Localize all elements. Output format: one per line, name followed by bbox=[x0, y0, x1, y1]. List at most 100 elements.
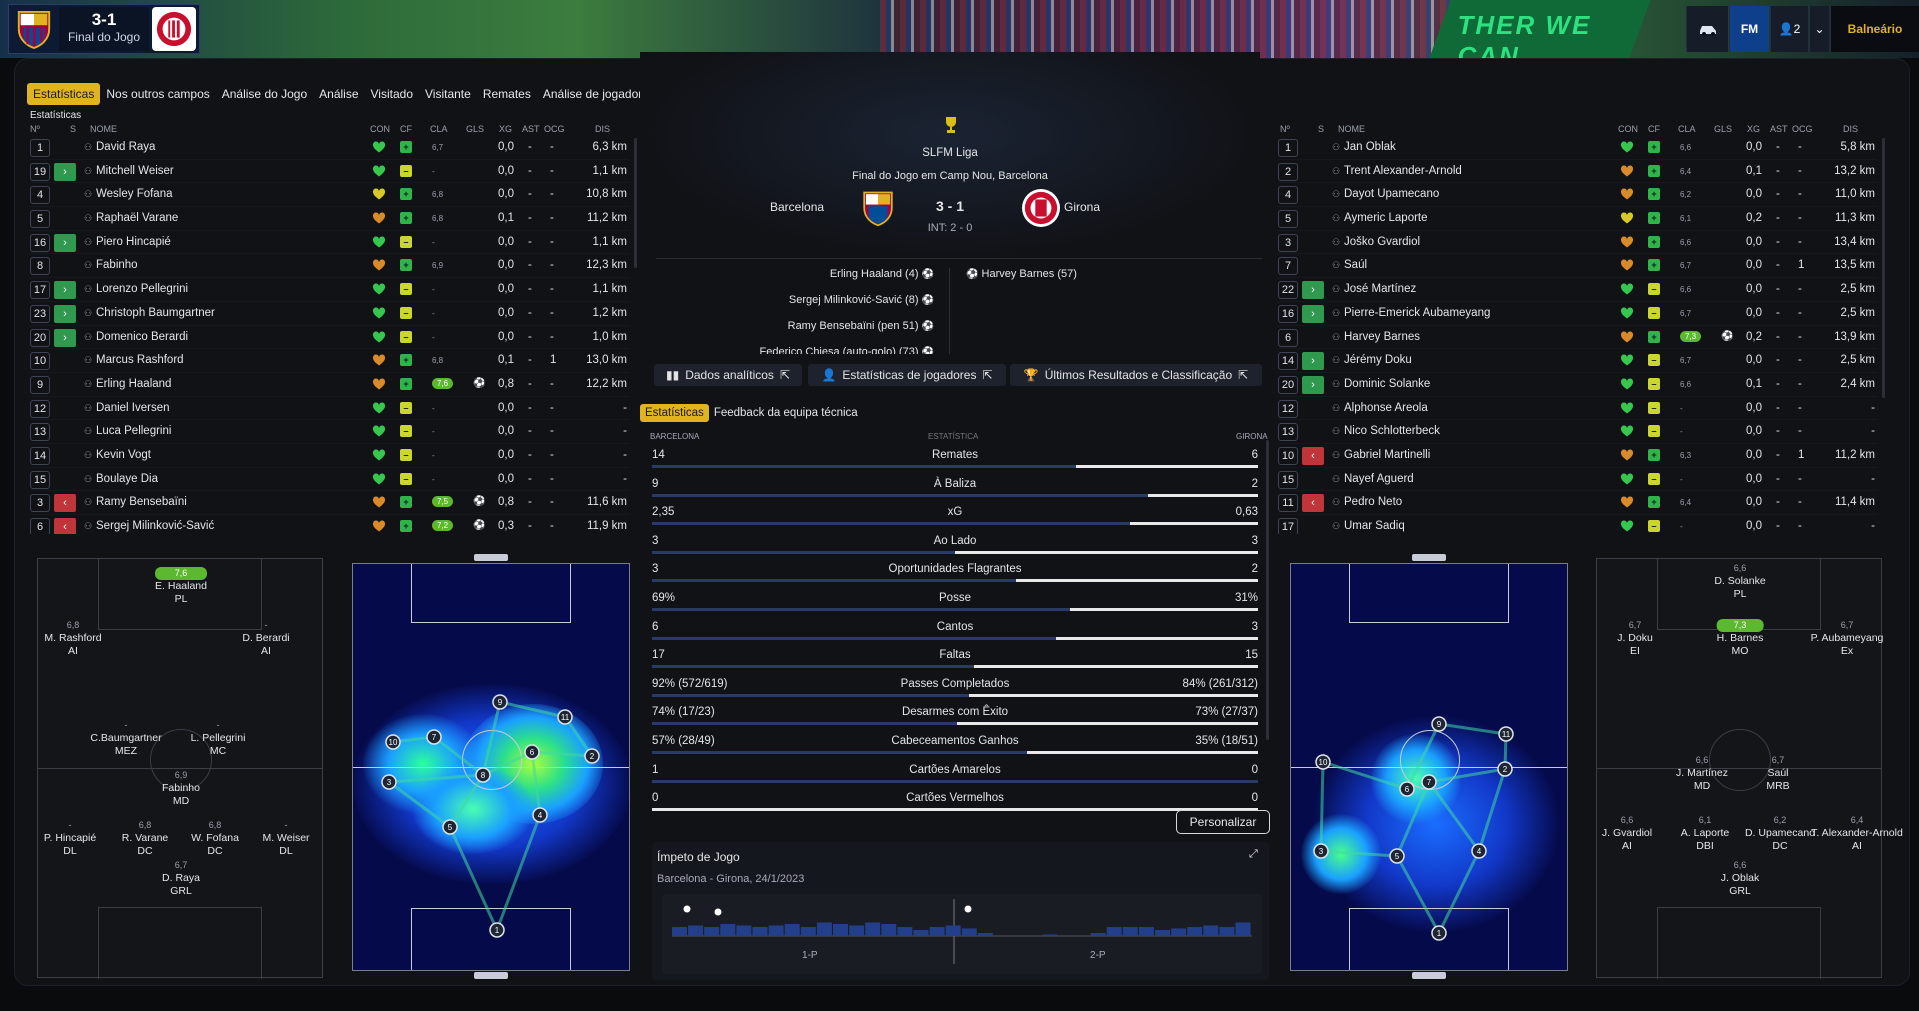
home-list-scrollbar[interactable] bbox=[634, 138, 637, 268]
formation-player[interactable]: - M. Weiser DL bbox=[262, 819, 309, 858]
pass-node[interactable]: 7 bbox=[1421, 774, 1437, 790]
table-row[interactable]: 12 ⚇ Alphonse Areola – - 0,0 - - - bbox=[1278, 397, 1878, 421]
pass-node[interactable]: 2 bbox=[584, 748, 600, 764]
table-row[interactable]: 14 › ⚇ Jérémy Doku – 6,7 0,0 - - 2,5 km bbox=[1278, 349, 1878, 373]
pass-node[interactable]: 11 bbox=[1498, 726, 1514, 742]
formation-player[interactable]: 6,7 P. Aubameyang Ex bbox=[1811, 619, 1884, 658]
table-row[interactable]: 11 ‹ ⚇ Pedro Neto +6,4 0,0 - - 11,4 km bbox=[1278, 491, 1878, 515]
table-row[interactable]: 20 › ⚇ Dominic Solanke – 6,6 0,1 - - 2,4 km bbox=[1278, 373, 1878, 397]
formation-player[interactable]: - P. Hincapié DL bbox=[44, 819, 96, 858]
away-list-scrollbar[interactable] bbox=[1882, 138, 1885, 398]
formation-player[interactable]: 6,4 T. Alexander-Arnold AI bbox=[1811, 814, 1903, 853]
table-row[interactable]: 23 › ⚇ Christoph Baumgartner – - 0,0 - - 1,2 km bbox=[30, 302, 630, 326]
table-row[interactable]: 13 ⚇ Nico Schlotterbeck – - 0,0 - - - bbox=[1278, 420, 1878, 444]
formation-player[interactable]: 6,8 W. Fofana DC bbox=[191, 819, 239, 858]
tab-home[interactable]: Visitado bbox=[370, 87, 413, 101]
pass-node[interactable]: 3 bbox=[1313, 843, 1329, 859]
pass-node[interactable]: 9 bbox=[492, 694, 508, 710]
table-row[interactable]: 4 ⚇ Dayot Upamecano +6,2 0,0 - - 11,0 km bbox=[1278, 183, 1878, 208]
analytics-button[interactable]: ▮▮ Dados analíticos ⇱ bbox=[654, 364, 802, 386]
pass-node[interactable]: 10 bbox=[385, 734, 401, 750]
users-button[interactable]: 👤 2 bbox=[1770, 6, 1808, 52]
formation-player[interactable]: 6,7 J. Doku EI bbox=[1617, 619, 1653, 658]
formation-player[interactable]: 6,6 D. Solanke PL bbox=[1714, 562, 1765, 601]
tab-analysis[interactable]: Análise bbox=[319, 87, 359, 101]
formation-player[interactable]: - D. Berardi AI bbox=[242, 619, 289, 658]
pass-node[interactable]: 11 bbox=[557, 709, 573, 725]
pass-node[interactable]: 10 bbox=[1315, 754, 1331, 770]
pass-node[interactable]: 4 bbox=[532, 807, 548, 823]
player-stats-button[interactable]: 👤 Estatísticas de jogadores ⇱ bbox=[808, 364, 1006, 386]
table-row[interactable]: 3 ⚇ Joško Gvardiol +6,6 0,0 - - 13,4 km bbox=[1278, 231, 1878, 255]
expand-icon[interactable]: ⤢ bbox=[1249, 848, 1258, 860]
formation-player[interactable]: 6,6 J. Gvardiol AI bbox=[1602, 814, 1652, 853]
formation-player[interactable]: 6,8 M. Rashford AI bbox=[44, 619, 101, 658]
pass-node[interactable]: 4 bbox=[1471, 843, 1487, 859]
table-row[interactable]: 19 › ⚇ Mitchell Weiser – - 0,0 - - 1,1 km bbox=[30, 160, 630, 184]
formation-player[interactable]: 6,8 R. Varane DC bbox=[122, 819, 169, 858]
pass-node[interactable]: 9 bbox=[1431, 716, 1447, 732]
pass-node[interactable]: 3 bbox=[381, 774, 397, 790]
pass-node[interactable]: 1 bbox=[1431, 925, 1447, 941]
tab-other-fields[interactable]: Nos outros campos bbox=[106, 87, 210, 101]
home-team-name[interactable]: Barcelona bbox=[770, 200, 825, 214]
tab-player-analysis[interactable]: Análise de jogadores bbox=[542, 87, 655, 101]
formation-player[interactable]: - C.Baumgartner MEZ bbox=[90, 719, 161, 758]
results-button[interactable]: 🏆 Últimos Resultados e Classificação ⇱ bbox=[1010, 364, 1262, 386]
table-row[interactable]: 10 ⚇ Marcus Rashford +6,8 0,1 - 1 13,0 km bbox=[30, 349, 630, 373]
table-row[interactable]: 22 › ⚇ José Martínez – 6,6 0,0 - - 2,5 km bbox=[1278, 278, 1878, 302]
table-row[interactable]: 10 ‹ ⚇ Gabriel Martinelli +6,3 0,0 - 1 11,2 km bbox=[1278, 444, 1878, 468]
table-row[interactable]: 12 ⚇ Daniel Iversen – - 0,0 - - - bbox=[30, 397, 630, 421]
fm-button[interactable]: FM bbox=[1729, 6, 1769, 52]
tab-shots[interactable]: Remates bbox=[482, 87, 531, 101]
formation-player[interactable]: 6,2 D. Upamecano DC bbox=[1745, 814, 1815, 853]
table-row[interactable]: 1 ⚇ David Raya +6,7 0,0 - - 6,3 km bbox=[30, 136, 630, 160]
pass-node[interactable]: 8 bbox=[475, 767, 491, 783]
table-row[interactable]: 2 ⚇ Trent Alexander-Arnold +6,4 0,1 - - 13,2 km bbox=[1278, 160, 1878, 184]
table-row[interactable]: 20 › ⚇ Domenico Berardi – - 0,0 - - 1,0 km bbox=[30, 326, 630, 350]
stats-scrollbar[interactable] bbox=[1266, 440, 1269, 740]
tab-statistics[interactable]: Estatísticas bbox=[27, 83, 101, 105]
match-scorebox[interactable]: 3-1 Final do Jogo bbox=[8, 4, 200, 54]
table-row[interactable]: 15 ⚇ Nayef Aguerd – - 0,0 - - - bbox=[1278, 468, 1878, 492]
table-row[interactable]: 15 ⚇ Boulaye Dia – - 0,0 - - - bbox=[30, 468, 630, 492]
table-row[interactable]: 14 ⚇ Kevin Vogt – - 0,0 - - - bbox=[30, 444, 630, 468]
pass-node[interactable]: 7 bbox=[426, 729, 442, 745]
tab-stats[interactable]: Estatísticas bbox=[640, 404, 709, 422]
formation-player[interactable]: 6,7 D. Raya GRL bbox=[162, 859, 200, 898]
table-row[interactable]: 9 ⚇ Erling Haaland +7,6 ⚽ 0,8 - - 12,2 km bbox=[30, 373, 630, 397]
table-row[interactable]: 16 › ⚇ Piero Hincapié – - 0,0 - - 1,1 km bbox=[30, 231, 630, 255]
formation-player[interactable]: 7,3 H. Barnes MO bbox=[1716, 619, 1764, 658]
table-row[interactable]: 3 ‹ ⚇ Ramy Bensebaïni +7,5 ⚽ 0,8 - - 11,6 km bbox=[30, 491, 630, 515]
locker-room-button[interactable]: Balneário bbox=[1830, 6, 1919, 52]
table-row[interactable]: 5 ⚇ Raphaël Varane +6,8 0,1 - - 11,2 km bbox=[30, 207, 630, 231]
table-row[interactable]: 13 ⚇ Luca Pellegrini – - 0,0 - - - bbox=[30, 420, 630, 444]
formation-player[interactable]: 7,6 E. Haaland PL bbox=[155, 567, 207, 606]
pass-node[interactable]: 5 bbox=[1389, 848, 1405, 864]
tab-away[interactable]: Visitante bbox=[425, 87, 471, 101]
table-row[interactable]: 17 ⚇ Umar Sadiq – - 0,0 - - - bbox=[1278, 515, 1878, 534]
table-row[interactable]: 8 ⚇ Fabinho +6,9 0,0 - - 12,3 km bbox=[30, 254, 630, 279]
car-icon[interactable] bbox=[1686, 6, 1728, 52]
table-row[interactable]: 1 ⚇ Jan Oblak +6,6 0,0 - - 5,8 km bbox=[1278, 136, 1878, 160]
table-row[interactable]: 5 ⚇ Aymeric Laporte +6,1 0,2 - - 11,3 km bbox=[1278, 207, 1878, 231]
table-row[interactable]: 17 › ⚇ Lorenzo Pellegrini – - 0,0 - - 1,1 km bbox=[30, 278, 630, 302]
pass-node[interactable]: 2 bbox=[1497, 761, 1513, 777]
table-row[interactable]: 6 ‹ ⚇ Sergej Milinković-Savić +7,2 ⚽ 0,3 - - 11,9… bbox=[30, 515, 630, 534]
formation-player[interactable]: 6,7 Saúl MRB bbox=[1766, 754, 1789, 793]
table-row[interactable]: 6 ⚇ Harvey Barnes +7,3 ⚽ 0,2 - - 13,9 km bbox=[1278, 326, 1878, 350]
table-row[interactable]: 7 ⚇ Saúl +6,7 0,0 - 1 13,5 km bbox=[1278, 254, 1878, 279]
pass-node[interactable]: 6 bbox=[524, 744, 540, 760]
pass-node[interactable]: 1 bbox=[489, 922, 505, 938]
formation-player[interactable]: - L. Pellegrini MC bbox=[191, 719, 246, 758]
table-row[interactable]: 4 ⚇ Wesley Fofana +6,8 0,0 - - 10,8 km bbox=[30, 183, 630, 208]
formation-player[interactable]: 6,6 J. Martínez MD bbox=[1676, 754, 1728, 793]
tab-staff-feedback[interactable]: Feedback da equipa técnica bbox=[713, 407, 858, 419]
formation-player[interactable]: 6,1 A. Laporte DBI bbox=[1681, 814, 1729, 853]
pass-node[interactable]: 5 bbox=[442, 819, 458, 835]
pass-node[interactable]: 6 bbox=[1399, 781, 1415, 797]
table-row[interactable]: 16 › ⚇ Pierre-Emerick Aubameyang – 6,7 0,0 - - 2,… bbox=[1278, 302, 1878, 326]
away-team-name[interactable]: Girona bbox=[1064, 200, 1101, 214]
customize-button[interactable]: Personalizar bbox=[1176, 810, 1270, 834]
tab-match-analysis[interactable]: Análise do Jogo bbox=[221, 87, 308, 101]
